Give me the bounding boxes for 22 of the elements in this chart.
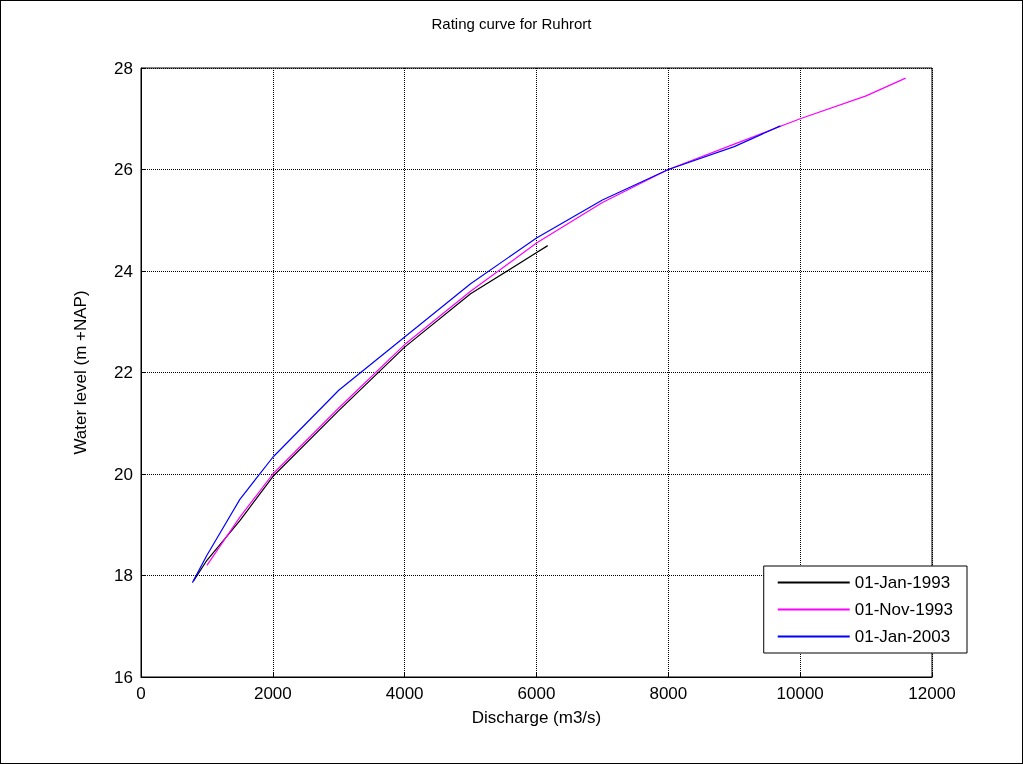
x-tick-label: 8000 [649, 684, 688, 703]
line-series [191, 125, 781, 584]
legend-label: 01-Jan-2003 [854, 627, 951, 646]
y-tick-label: 24 [114, 261, 133, 281]
y-tick-label: 28 [114, 58, 133, 78]
x-tick-label: 10000 [776, 684, 824, 703]
line-series [206, 77, 907, 566]
y-tick-label: 22 [114, 363, 133, 382]
y-tick-label: 16 [114, 667, 133, 687]
x-tick-label: 12000 [908, 684, 956, 703]
x-tick-label: 2000 [253, 684, 292, 703]
x-tick-label: 4000 [385, 684, 424, 703]
y-tick-label: 20 [114, 464, 133, 484]
y-tick-label: 26 [114, 160, 133, 179]
x-tick-label: 0 [136, 684, 146, 703]
x-axis-title: Discharge (m3/s) [471, 708, 602, 727]
legend-label: 01-Jan-1993 [854, 573, 951, 592]
chart-title: Rating curve for Ruhrort [431, 15, 593, 32]
y-tick-label: 18 [114, 566, 133, 585]
legend-label: 01-Nov-1993 [854, 600, 953, 619]
x-tick-label: 6000 [517, 684, 556, 703]
y-axis-title: Water level (m +NAP) [71, 290, 90, 455]
